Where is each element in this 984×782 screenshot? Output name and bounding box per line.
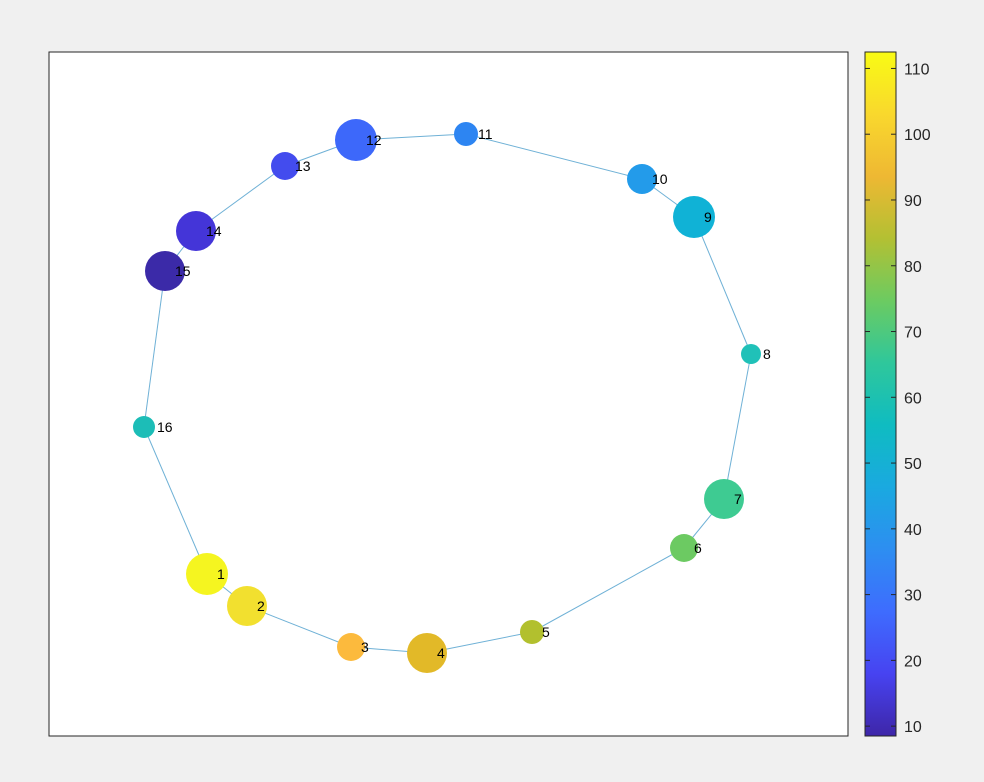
node-14 [176, 211, 216, 251]
node-2 [227, 586, 267, 626]
node-9 [673, 196, 715, 238]
colorbar-tick-label-110: 110 [904, 61, 930, 78]
colorbar-tick-label-80: 80 [904, 259, 922, 276]
colorbar-frame [864, 51, 897, 737]
edge-7-8 [723, 353, 752, 500]
colorbar-tick-label-70: 70 [904, 325, 922, 342]
colorbar-tick-label-90: 90 [904, 193, 922, 210]
node-1 [186, 553, 228, 595]
colorbar-tick-label-30: 30 [904, 588, 922, 605]
colorbar-tick-label-60: 60 [904, 390, 922, 407]
colorbar-tick-label-20: 20 [904, 653, 922, 670]
edge-10-11 [465, 133, 643, 180]
node-10 [627, 164, 657, 194]
node-label-9: 9 [704, 209, 712, 225]
node-label-2: 2 [257, 598, 265, 614]
edge-8-9 [693, 216, 752, 355]
colorbar-ticks: 10 20 30 40 50 60 70 80 90 100 110 [865, 61, 931, 736]
node-label-16: 16 [157, 419, 173, 435]
edge-5-6 [531, 547, 685, 633]
node-label-15: 15 [175, 263, 191, 279]
node-7 [704, 479, 744, 519]
node-label-6: 6 [694, 540, 702, 556]
node-label-1: 1 [217, 566, 225, 582]
node-13 [271, 152, 299, 180]
node-16 [133, 416, 155, 438]
colorbar-fill [865, 52, 896, 736]
node-8 [741, 344, 761, 364]
node-6 [670, 534, 698, 562]
node-label-5: 5 [542, 624, 550, 640]
edge-15-16 [143, 270, 166, 428]
node-label-14: 14 [206, 223, 222, 239]
node-label-4: 4 [437, 645, 445, 661]
node-label-11: 11 [478, 126, 493, 142]
colorbar-tick-label-50: 50 [904, 456, 922, 473]
colorbar: 10 20 30 40 50 60 70 80 90 100 110 [864, 51, 931, 737]
node-label-13: 13 [295, 158, 311, 174]
node-15 [145, 251, 185, 291]
node-label-3: 3 [361, 639, 369, 655]
colorbar-tick-label-10: 10 [904, 719, 922, 736]
node-4 [407, 633, 447, 673]
colorbar-tick-label-40: 40 [904, 522, 922, 539]
node-label-8: 8 [763, 346, 771, 362]
edge-16-1 [143, 426, 208, 575]
node-3 [337, 633, 365, 661]
node-label-7: 7 [734, 491, 742, 507]
node-label-10: 10 [652, 171, 668, 187]
node-12 [335, 119, 377, 161]
node-11 [454, 122, 478, 146]
colorbar-tick-label-100: 100 [904, 127, 931, 144]
node-5 [520, 620, 544, 644]
node-label-12: 12 [366, 132, 382, 148]
plot-area [48, 51, 849, 737]
